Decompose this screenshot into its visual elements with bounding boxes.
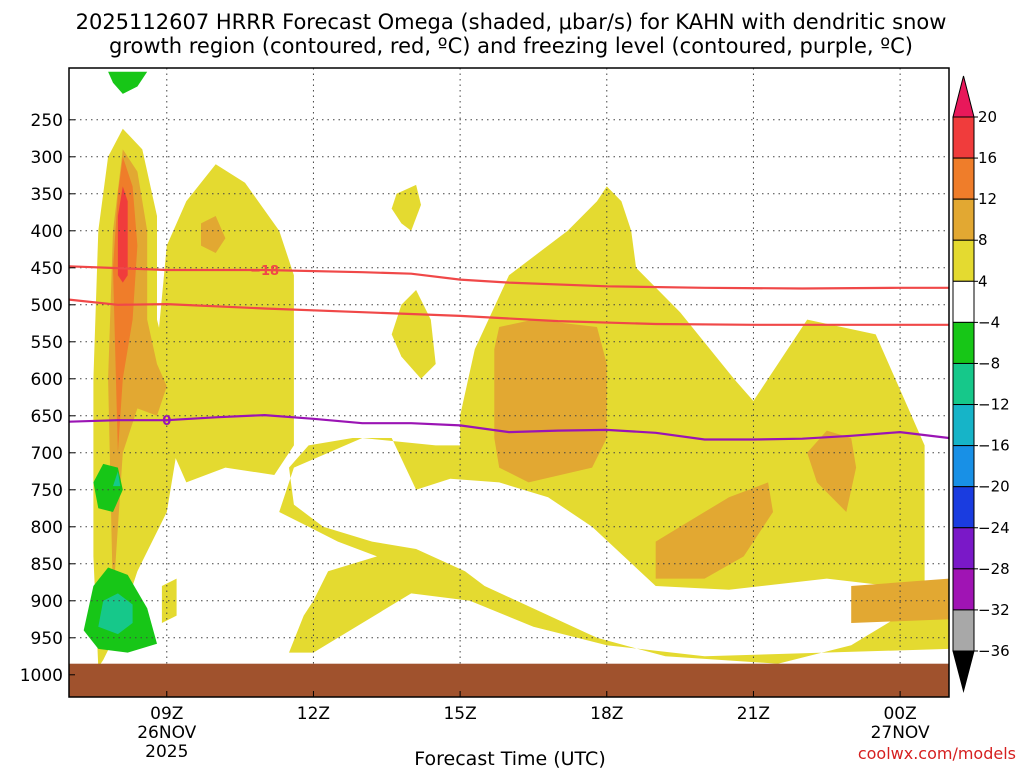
y-tick-label: 300	[31, 148, 63, 168]
omega-region-9	[655, 482, 773, 579]
colorbar-label: 12	[978, 190, 997, 208]
contour-label: −18	[250, 264, 279, 279]
colorbar-segment	[952, 445, 975, 488]
credit-text: coolwx.com/models	[858, 744, 1016, 763]
colorbar-segment	[952, 568, 975, 611]
omega-shading	[83, 71, 949, 668]
colorbar-label: −4	[978, 313, 1000, 331]
omega-region-8	[494, 319, 607, 483]
x-tick-label: 21Z	[737, 704, 770, 724]
y-tick-label: 400	[31, 222, 63, 242]
colorbar-label: 8	[978, 231, 988, 249]
chart-title-line-2: growth region (contoured, red, ºC) and f…	[109, 34, 913, 58]
contour-labels: −18 0	[162, 264, 279, 429]
colorbar-segment	[952, 239, 975, 282]
gridlines	[69, 68, 949, 664]
contour-line-0	[69, 265, 949, 290]
contour-line-2	[69, 413, 949, 441]
y-axis: 250 300 350 400 450 500 550 600 650 700 750 800 850 9…	[20, 111, 75, 686]
x-tick-label: 27NOV	[871, 723, 930, 743]
y-tick-label: 700	[31, 444, 63, 464]
y-tick-label: 500	[31, 296, 63, 316]
colorbar-label: 16	[978, 149, 997, 167]
y-tick-label: 600	[31, 370, 63, 390]
contour-lines	[69, 265, 949, 441]
colorbar-segment	[952, 404, 975, 447]
colorbar-label: −24	[978, 519, 1010, 537]
colorbar-arrow-bottom	[952, 650, 975, 693]
y-tick-label: 350	[31, 185, 63, 205]
y-tick-label: 650	[31, 407, 63, 427]
colorbar-segment	[952, 280, 975, 323]
x-axis-label: Forecast Time (UTC)	[414, 748, 605, 768]
x-tick-label: 00Z	[883, 704, 916, 724]
colorbar-segment	[952, 486, 975, 529]
omega-region-13	[117, 186, 128, 283]
y-tick-label: 750	[31, 481, 63, 501]
colorbar-label: −8	[978, 354, 1000, 372]
y-tick-label: 800	[31, 518, 63, 538]
omega-region-15	[93, 463, 123, 512]
y-tick-label: 1000	[20, 666, 63, 686]
chart-title-line-1: 2025112607 HRRR Forecast Omega (shaded, …	[76, 10, 947, 34]
x-tick-label: 12Z	[297, 704, 330, 724]
colorbar-label: 20	[978, 108, 997, 126]
colorbar-segment	[952, 527, 975, 570]
colorbar-label: −12	[978, 396, 1010, 414]
colorbar-segment	[952, 157, 975, 200]
colorbar-segment	[952, 116, 975, 159]
colorbar-label: 4	[978, 272, 988, 290]
y-tick-label: 550	[31, 333, 63, 353]
omega-region-10	[807, 430, 857, 512]
colorbar-segment	[952, 362, 975, 406]
colorbar-segment	[952, 198, 975, 241]
colorbar-label: −32	[978, 601, 1010, 619]
y-tick-label: 900	[31, 592, 63, 612]
omega-region-14	[108, 71, 148, 94]
omega-region-4	[279, 186, 949, 664]
colorbar-label: −28	[978, 560, 1010, 578]
omega-region-7	[201, 216, 226, 253]
omega-region-2	[391, 184, 421, 231]
x-tick-label: 26NOV	[137, 723, 196, 743]
colorbar-segment	[952, 609, 975, 652]
ground-surface	[69, 663, 949, 697]
colorbar-label: −36	[978, 642, 1010, 660]
plot-frame	[68, 67, 950, 698]
omega-region-1	[157, 164, 294, 483]
x-tick-label: 18Z	[590, 704, 623, 724]
x-tick-label: 2025	[145, 742, 188, 762]
x-tick-label: 09Z	[150, 704, 183, 724]
y-tick-label: 450	[31, 259, 63, 279]
omega-region-3	[391, 290, 436, 379]
colorbar-segment	[952, 321, 975, 364]
colorbar-label: −20	[978, 478, 1010, 496]
contour-line-1	[69, 298, 949, 326]
colorbar-arrow-top	[952, 75, 975, 118]
omega-region-18	[113, 471, 121, 487]
y-tick-label: 950	[31, 629, 63, 649]
colorbar: 20 16 12 8 4 −4 −8 −12 −16 −20 −24 −28 −32 −36	[952, 75, 1010, 693]
omega-region-17	[98, 593, 133, 635]
y-tick-label: 250	[31, 111, 63, 131]
x-tick-label: 15Z	[443, 704, 476, 724]
y-tick-label: 850	[31, 555, 63, 575]
colorbar-label: −16	[978, 437, 1010, 455]
contour-label: 0	[162, 414, 171, 429]
